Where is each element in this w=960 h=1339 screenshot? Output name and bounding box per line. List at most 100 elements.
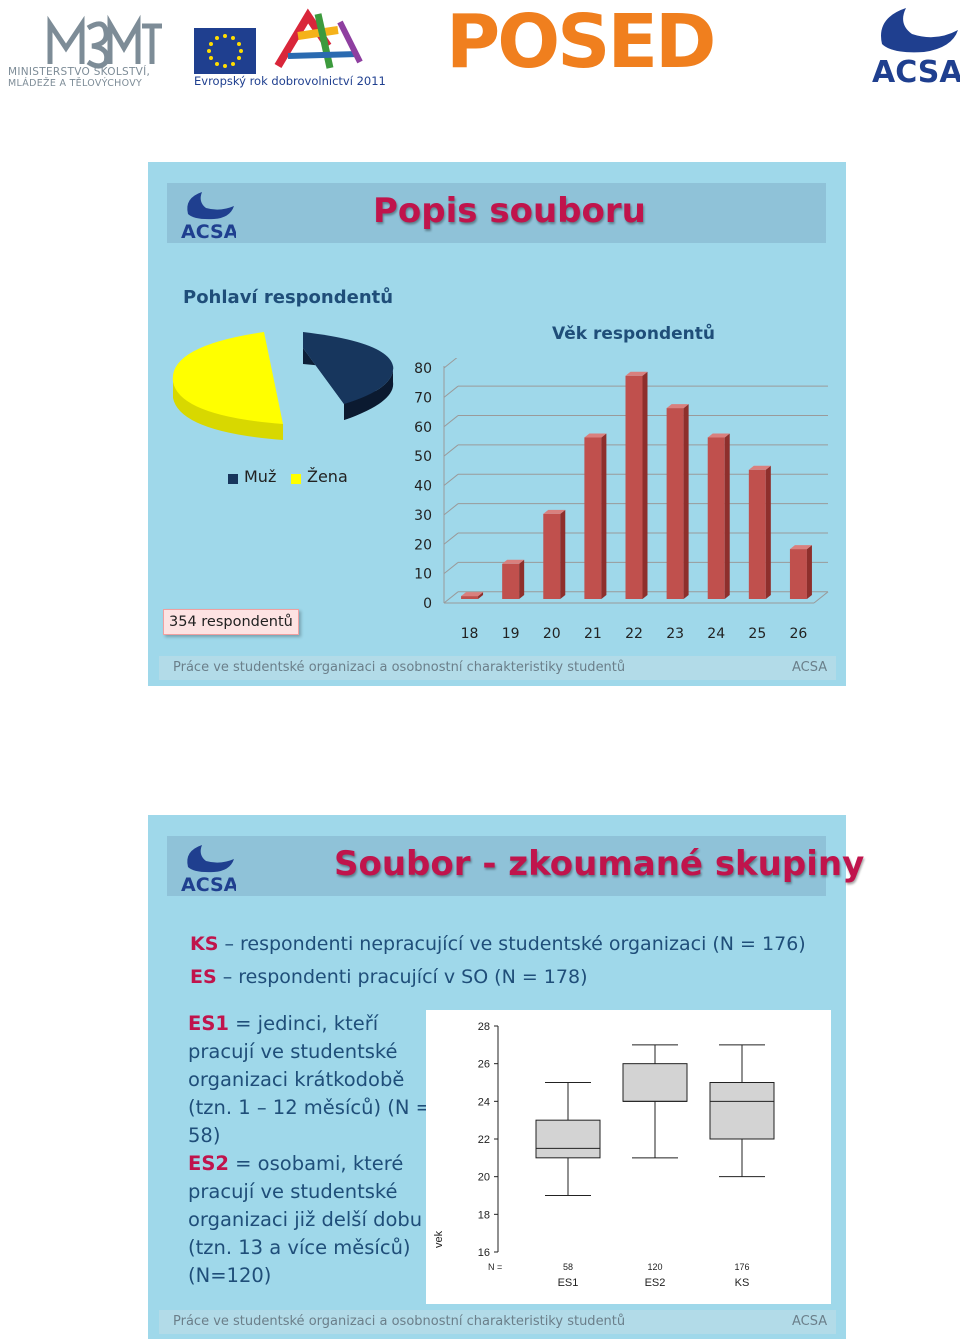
legend-swatch-muz xyxy=(228,474,238,484)
bar-top xyxy=(707,433,730,438)
bar-ytick-label: 40 xyxy=(414,479,432,495)
bar-side xyxy=(806,545,812,599)
slide1-footer: Práce ve studentské organizaci a osobnos… xyxy=(159,656,836,680)
bar-18 xyxy=(461,592,484,599)
bar-side xyxy=(478,592,484,599)
bar-front xyxy=(543,513,561,599)
bar-front xyxy=(748,469,766,599)
msmt-logo: MINISTERSTVO ŠKOLSTVÍ, MLÁDEŽE A TĚLOVÝC… xyxy=(6,10,171,90)
bar-front xyxy=(789,549,807,599)
box-n-value: 176 xyxy=(734,1262,749,1272)
msmt-emblem-icon xyxy=(47,14,162,69)
slide1-title: Popis souboru xyxy=(373,191,646,231)
slide2-titlebar: ACSA Soubor - zkoumané skupiny xyxy=(167,836,864,896)
box-ytick-label: 18 xyxy=(478,1209,490,1221)
age-boxplot: 16 18 20 22 24 26 28 vek N = 58 ES1 120 ES2 176 KS xyxy=(433,1021,775,1289)
legend-swatch-zena xyxy=(291,474,301,484)
bar-grid-depth xyxy=(443,591,459,604)
bar-grid-depth xyxy=(443,562,459,575)
bar-xtick-label: 26 xyxy=(790,626,808,642)
bar-xtick-label: 19 xyxy=(502,626,520,642)
es-abbr: ES xyxy=(190,966,217,988)
posed-text: POSED xyxy=(446,0,716,85)
boxplot-ES2 xyxy=(622,1044,688,1159)
slide2-footer-right: ACSA xyxy=(792,1314,828,1329)
es1-line-1: pracují ve studentské xyxy=(188,1040,398,1063)
bar-grid-depth xyxy=(443,444,459,457)
bar-xtick-label: 25 xyxy=(748,626,766,642)
acsa-small-wordmark: ACSA xyxy=(181,874,236,893)
es2-line-0: ES2 = osobami, které xyxy=(188,1152,404,1175)
msmt-line1: MINISTERSTVO ŠKOLSTVÍ, xyxy=(8,66,151,78)
box-n-value: 120 xyxy=(647,1262,662,1272)
bar-ytick-label: 20 xyxy=(414,537,432,553)
box-ytick-label: 26 xyxy=(478,1059,490,1071)
bar-front xyxy=(625,375,643,599)
acsa-logo: ACSA xyxy=(866,0,960,90)
ks-text: – respondenti nepracující ve studentské … xyxy=(218,933,806,955)
bar-grid-depth xyxy=(443,358,458,369)
bar-top xyxy=(789,545,812,550)
bar-floor-edge xyxy=(813,591,829,604)
bar-top xyxy=(625,371,648,376)
bar-grid-depth xyxy=(443,473,459,486)
box-iqr xyxy=(709,1082,775,1140)
bar-ytick-label: 10 xyxy=(414,567,432,583)
bar-ytick-label: 60 xyxy=(414,420,432,436)
bar-title: Věk respondentů xyxy=(552,324,715,344)
bar-ytick-label: 30 xyxy=(414,508,432,524)
es1-es2-description: ES1 = jedinci, kteří pracují ve students… xyxy=(188,1010,432,1290)
slide2-title: Soubor - zkoumané skupiny xyxy=(334,844,865,884)
es2-line-2: organizaci již delší dobu xyxy=(188,1208,423,1231)
es2-abbr: ES2 xyxy=(188,1152,229,1175)
bar-24 xyxy=(707,433,730,599)
es1-line-4: 58) xyxy=(188,1124,221,1147)
bar-23 xyxy=(666,404,689,599)
es-definition: ES – respondenti pracující v SO (N = 178… xyxy=(190,966,588,988)
bar-grid-depth xyxy=(443,385,459,398)
bar-top xyxy=(666,404,689,409)
legend-label-muz: Muž xyxy=(244,467,277,486)
acsa-small-logo-icon: ACSA xyxy=(181,192,236,240)
bar-26 xyxy=(789,545,812,599)
bar-front xyxy=(461,596,479,599)
eu-flag-icon xyxy=(194,28,256,74)
bar-top xyxy=(461,592,484,597)
slide-popis-souboru: ACSA Popis souboru Pohlaví respondentů M… xyxy=(148,162,846,686)
respondents-count-box: 354 respondentů xyxy=(163,609,299,635)
bar-grid-depth xyxy=(443,532,459,545)
es1-line-0: ES1 = jedinci, kteří xyxy=(188,1012,379,1035)
eu-year-text: Evropský rok dobrovolnictví 2011 xyxy=(194,74,386,88)
bar-front xyxy=(584,437,602,599)
box-ytick-label: 20 xyxy=(478,1172,490,1184)
bar-top xyxy=(502,559,525,564)
box-ytick-label: 28 xyxy=(478,1021,490,1033)
bar-grid-depth xyxy=(443,415,459,428)
bar-xtick-label: 24 xyxy=(707,626,725,642)
es1-line-2: organizaci krátkodobě xyxy=(188,1068,405,1091)
legend-label-zena: Žena xyxy=(307,467,348,486)
slide-soubor-skupiny: ACSA Soubor - zkoumané skupiny KS – resp… xyxy=(148,815,864,1339)
box-iqr xyxy=(535,1119,601,1159)
box-ytick-label: 16 xyxy=(478,1247,490,1259)
age-bar-chart: 0 10 20 30 40 50 60 70 80 18 19 20 21 22 23 24 25 26 xyxy=(414,358,829,642)
bar-ytick-label: 70 xyxy=(414,390,432,406)
bar-xtick-label: 21 xyxy=(584,626,602,642)
es1-line-3: (tzn. 1 – 12 měsíců) (N = xyxy=(188,1096,432,1119)
bar-xtick-label: 22 xyxy=(625,626,643,642)
eu-volunteering-logo: Evropský rok dobrovolnictví 2011 xyxy=(190,6,386,90)
box-group-label: KS xyxy=(735,1277,750,1289)
slide1-titlebar: ACSA Popis souboru xyxy=(167,183,826,243)
bar-19 xyxy=(502,559,525,599)
bar-side xyxy=(765,465,771,599)
es2-line-3: (tzn. 13 a více měsíců) xyxy=(188,1236,411,1259)
acsa-small-logo-icon: ACSA xyxy=(181,845,236,893)
bar-top xyxy=(543,509,566,514)
bar-top xyxy=(584,433,607,438)
box-ytick-label: 24 xyxy=(478,1096,490,1108)
acsa-swirl-icon: ACSA xyxy=(872,8,960,90)
bar-side xyxy=(724,433,730,599)
ks-definition: KS – respondenti nepracující ve students… xyxy=(190,933,806,955)
posed-logo: POSED xyxy=(446,2,716,84)
box-ytick-label: 22 xyxy=(478,1134,490,1146)
